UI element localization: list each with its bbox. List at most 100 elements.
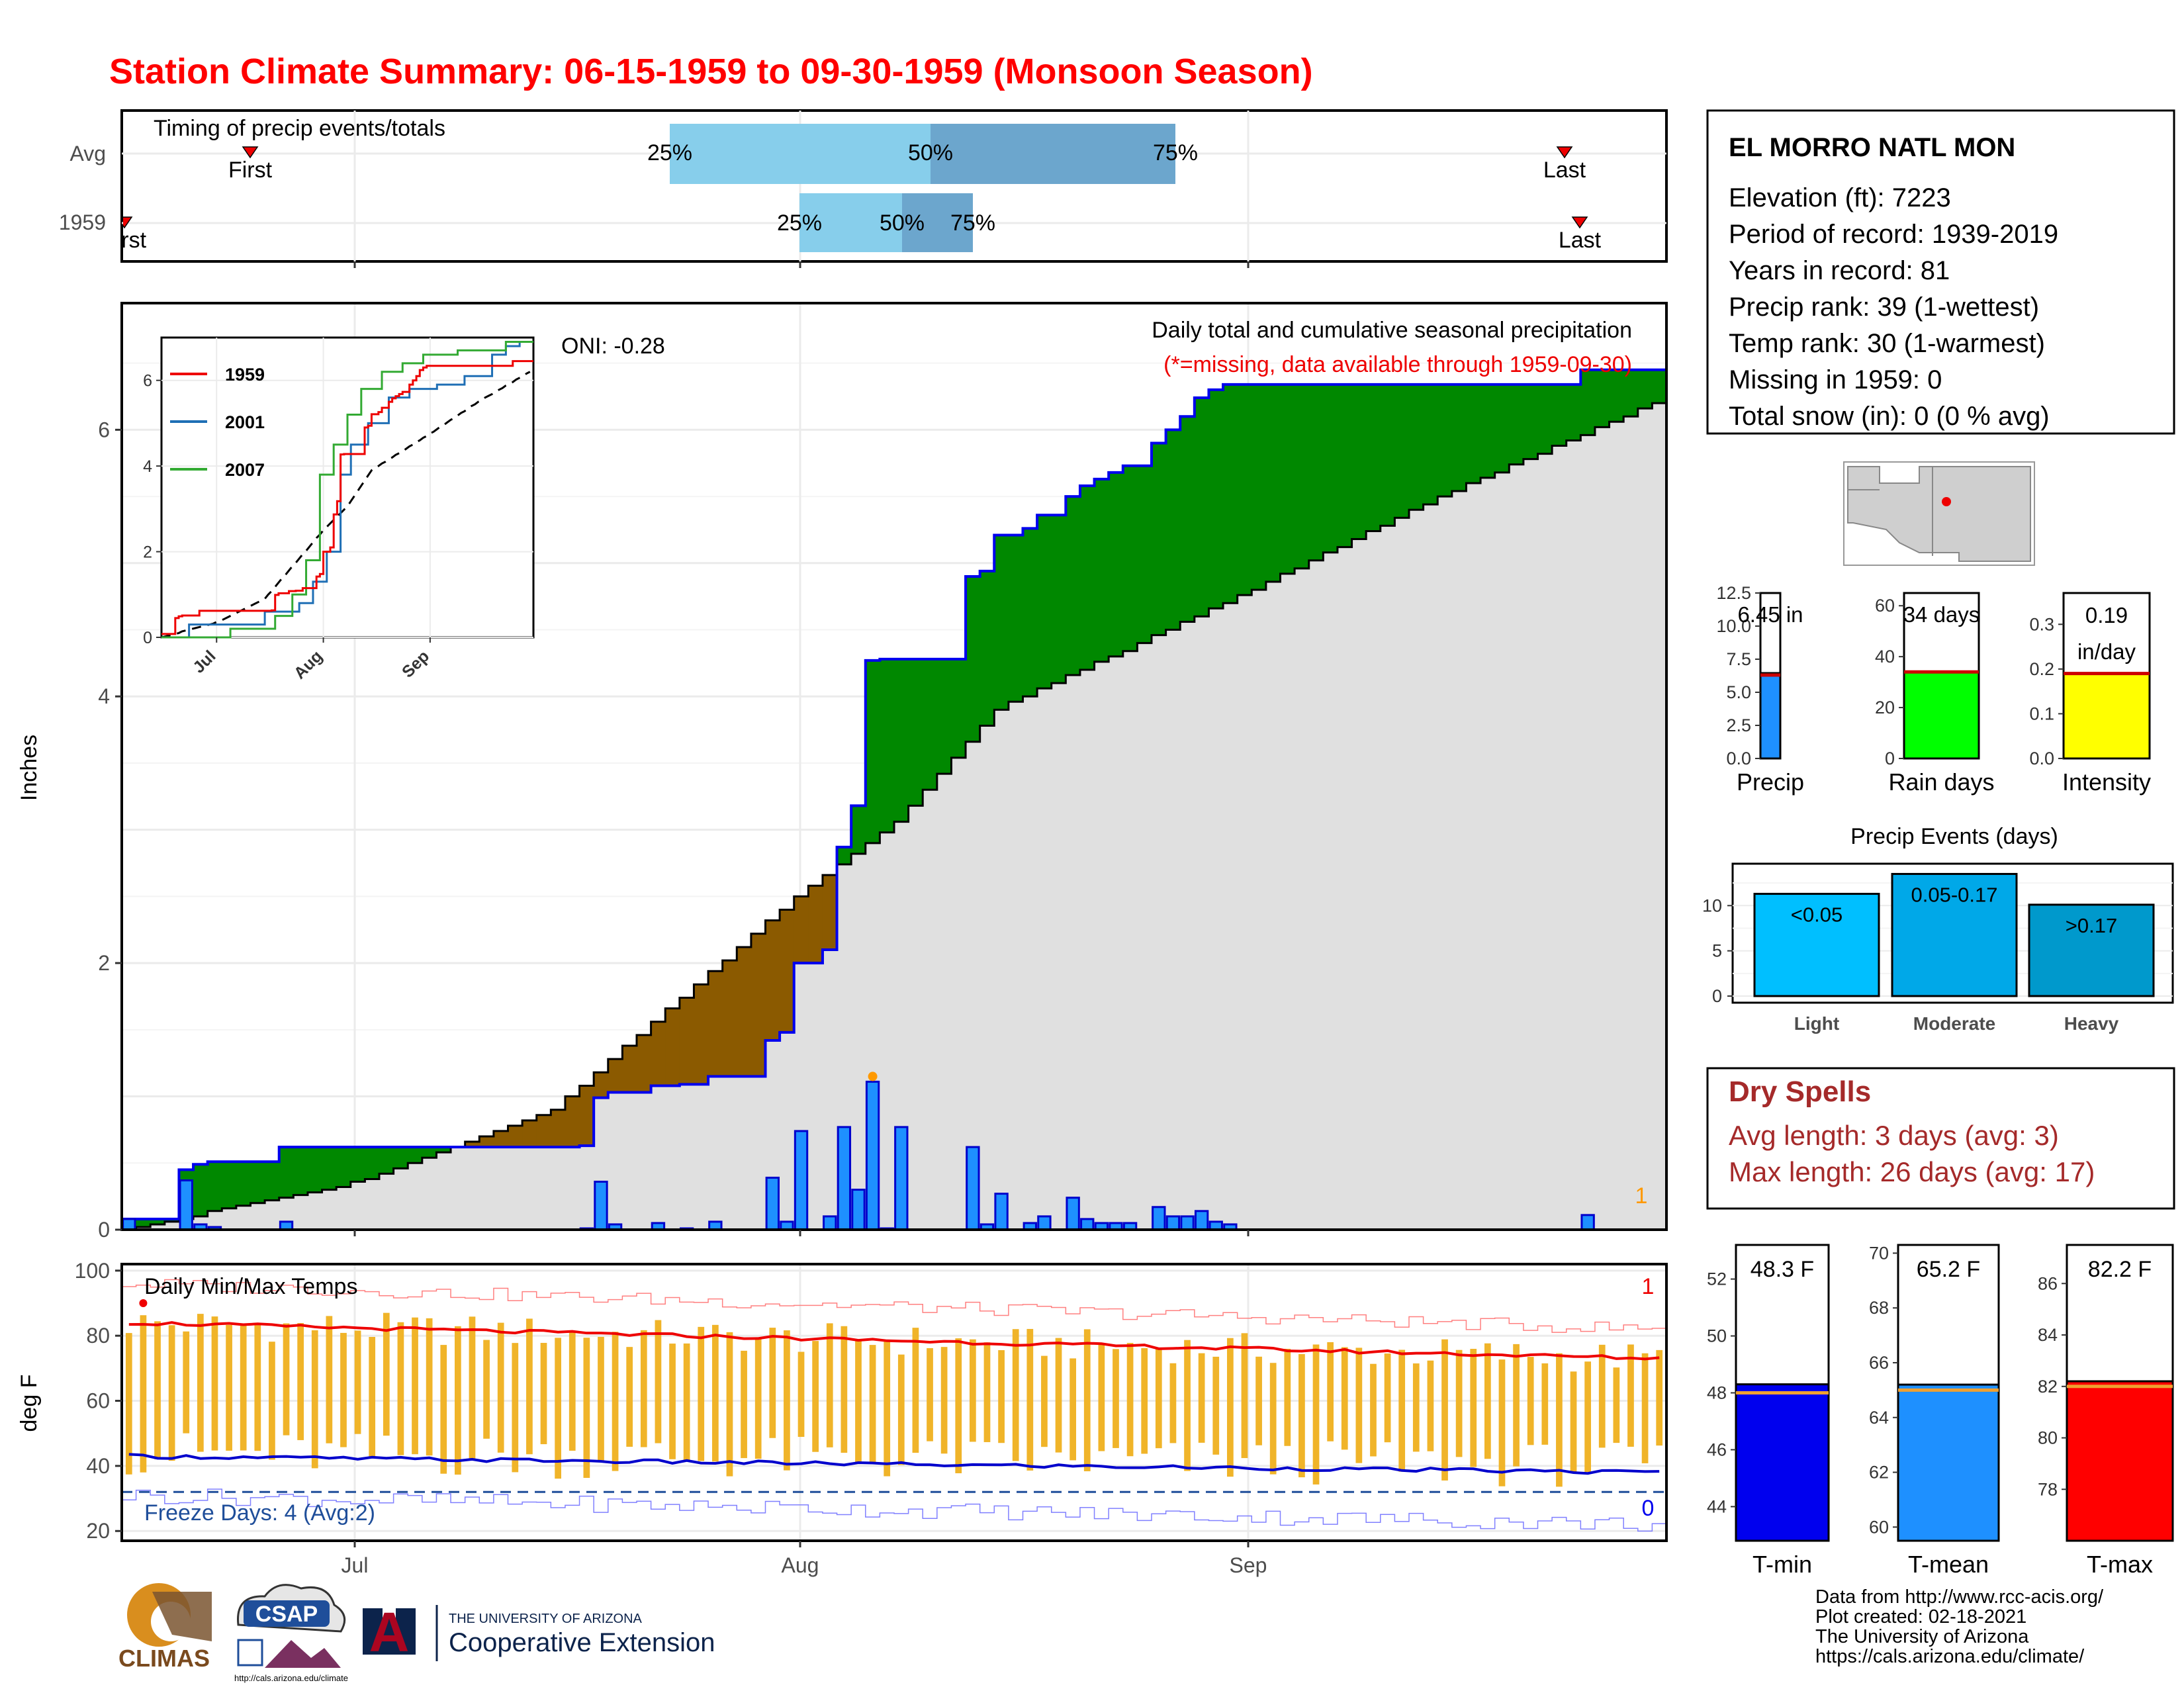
station-info-box: EL MORRO NATL MON Elevation (ft): 7223 P… bbox=[1706, 109, 2175, 435]
daily-temp-bar bbox=[1513, 1344, 1520, 1467]
inset-lines bbox=[161, 340, 533, 639]
events-y-tick-label: 5 bbox=[1712, 941, 1722, 961]
record-low-count: 0 bbox=[1642, 1496, 1655, 1521]
temp-y-tick-label: 40 bbox=[86, 1454, 110, 1478]
daily-temp-bar bbox=[969, 1339, 976, 1442]
temp-gauge-value-label: 48.3 F bbox=[1751, 1257, 1814, 1282]
daily-temp-bar bbox=[754, 1337, 762, 1459]
precip-departure-cell bbox=[1594, 369, 1610, 428]
ua-block-a-icon: A bbox=[369, 1601, 410, 1663]
precip-departure-cell bbox=[1566, 384, 1581, 441]
precip-departure-cell bbox=[808, 886, 823, 964]
daily-temp-bar bbox=[1327, 1342, 1334, 1441]
daily-temp-bar bbox=[1570, 1371, 1577, 1473]
daily-temp-bar bbox=[1312, 1344, 1320, 1485]
daily-temp-bar bbox=[1083, 1329, 1091, 1471]
daily-temp-bar bbox=[1527, 1357, 1534, 1445]
temp-gauge-tick-label: 68 bbox=[1869, 1298, 1889, 1318]
daily-precip-bar bbox=[1080, 1218, 1095, 1231]
daily-temp-bar bbox=[412, 1317, 418, 1455]
precip-departure-cell bbox=[1380, 384, 1395, 526]
precip-departure-cell bbox=[222, 1162, 237, 1209]
daily-precip-bar bbox=[823, 1215, 837, 1231]
precip-departure-cell bbox=[1351, 384, 1367, 539]
daily-temp-bar bbox=[711, 1324, 719, 1462]
events-bars: <0.05 0.05-0.17 >0.17 bbox=[1753, 872, 2155, 997]
precip-departure-cell bbox=[393, 1147, 408, 1169]
oni-value: ONI: -0.28 bbox=[561, 334, 665, 359]
max-daily-marker bbox=[868, 1072, 878, 1081]
temp-panel-frame bbox=[120, 1263, 1668, 1542]
credits: Data from http://www.rcc-acis.org/ Plot … bbox=[1815, 1586, 2104, 1667]
precip-departure-cell bbox=[936, 659, 952, 774]
precip-departure-cell bbox=[1079, 485, 1095, 670]
precip-departure-cell bbox=[150, 1218, 165, 1224]
gauge-tick-label: 0.1 bbox=[2029, 704, 2054, 723]
daily-precip-bar bbox=[1194, 1210, 1209, 1231]
daily-temp-bar bbox=[1155, 1348, 1162, 1449]
csap-logo: CSAP http://cals.arizona.edu/climate bbox=[234, 1584, 348, 1683]
daily-precip-bars bbox=[122, 1072, 1595, 1231]
daily-temp-bar bbox=[1484, 1343, 1491, 1459]
daily-temp-bar bbox=[297, 1323, 304, 1440]
precip-departure-cell bbox=[1152, 443, 1167, 635]
gauge-tick-label: 40 bbox=[1875, 647, 1895, 666]
avg-max-line bbox=[128, 1321, 1660, 1361]
events-bar-label: <0.05 bbox=[1791, 903, 1843, 927]
precip-departure-cell bbox=[350, 1147, 365, 1182]
daily-temp-bar bbox=[183, 1331, 190, 1434]
daily-temp-bar bbox=[1656, 1349, 1663, 1446]
daily-temp-bar bbox=[440, 1345, 447, 1474]
daily-precip-bar bbox=[1580, 1214, 1595, 1231]
dry-spells-title: Dry Spells bbox=[1729, 1075, 1871, 1108]
precip-departure-cell bbox=[1609, 369, 1624, 422]
gauge-tick-label: 12.5 bbox=[1716, 583, 1751, 603]
precip-departure-cell bbox=[536, 1115, 551, 1148]
daily-temp-bar bbox=[1441, 1339, 1448, 1481]
precip-y-tick-label: 2 bbox=[98, 951, 110, 975]
precip-departure-cell bbox=[923, 659, 938, 790]
station-elevation: Elevation (ft): 7223 bbox=[1729, 183, 1951, 212]
precip-note: Daily total and cumulative seasonal prec… bbox=[1152, 318, 1632, 343]
inset-gridlines bbox=[161, 338, 533, 638]
precip-departure-cell bbox=[479, 1136, 494, 1148]
precip-departure-cell bbox=[236, 1162, 251, 1206]
daily-precip-bar bbox=[1180, 1215, 1195, 1231]
record-high-line bbox=[122, 1279, 1666, 1333]
daily-temp-bar bbox=[1584, 1361, 1592, 1473]
precip-departure-cell bbox=[1165, 430, 1181, 630]
inset-legend: 1959 2001 2007 bbox=[170, 365, 265, 480]
daily-temp-bar bbox=[454, 1326, 461, 1475]
ua-extension-logo: A THE UNIVERSITY OF ARIZONA Cooperative … bbox=[363, 1601, 715, 1663]
daily-temp-bar bbox=[426, 1318, 433, 1456]
timing-avg-first-marker bbox=[242, 146, 259, 159]
precip-departure-cell bbox=[1409, 384, 1424, 510]
station-info-frame bbox=[1706, 109, 2175, 435]
daily-temp-bar bbox=[1098, 1344, 1105, 1451]
daily-temp-bar bbox=[397, 1322, 404, 1455]
temp-gauge-tick-label: 46 bbox=[1707, 1440, 1727, 1459]
daily-precip-bar bbox=[994, 1193, 1009, 1231]
temp-gridlines bbox=[122, 1264, 1666, 1541]
precip-departure-cell bbox=[1023, 528, 1038, 697]
gauge-tick-label: 20 bbox=[1875, 698, 1895, 717]
timing-avg-q25-q50-bar bbox=[670, 124, 931, 184]
temp-gauge-value-label: 82.2 F bbox=[2088, 1257, 2152, 1282]
daily-temp-bar bbox=[1641, 1353, 1649, 1463]
precip-departure-cell bbox=[780, 909, 795, 1032]
precip-departure-cell bbox=[322, 1147, 337, 1190]
precip-y-label: Inches bbox=[17, 735, 42, 801]
temp-gauge-value-bar bbox=[1897, 1383, 2000, 1542]
daily-temp-bar bbox=[340, 1332, 347, 1447]
events-title: Precip Events (days) bbox=[1850, 824, 2058, 849]
timing-avg-q75: 75% bbox=[1153, 140, 1198, 165]
precip-areas bbox=[122, 368, 1667, 1231]
inset-2007-line bbox=[161, 340, 533, 639]
daily-precip-bar bbox=[851, 1189, 866, 1231]
temp-gauge-tick-label: 82 bbox=[2038, 1377, 2058, 1396]
daily-precip-bar bbox=[765, 1176, 780, 1231]
precip-departure-cell bbox=[1008, 535, 1024, 702]
daily-temp-bar bbox=[1355, 1348, 1363, 1463]
daily-temp-bar bbox=[1427, 1360, 1434, 1451]
